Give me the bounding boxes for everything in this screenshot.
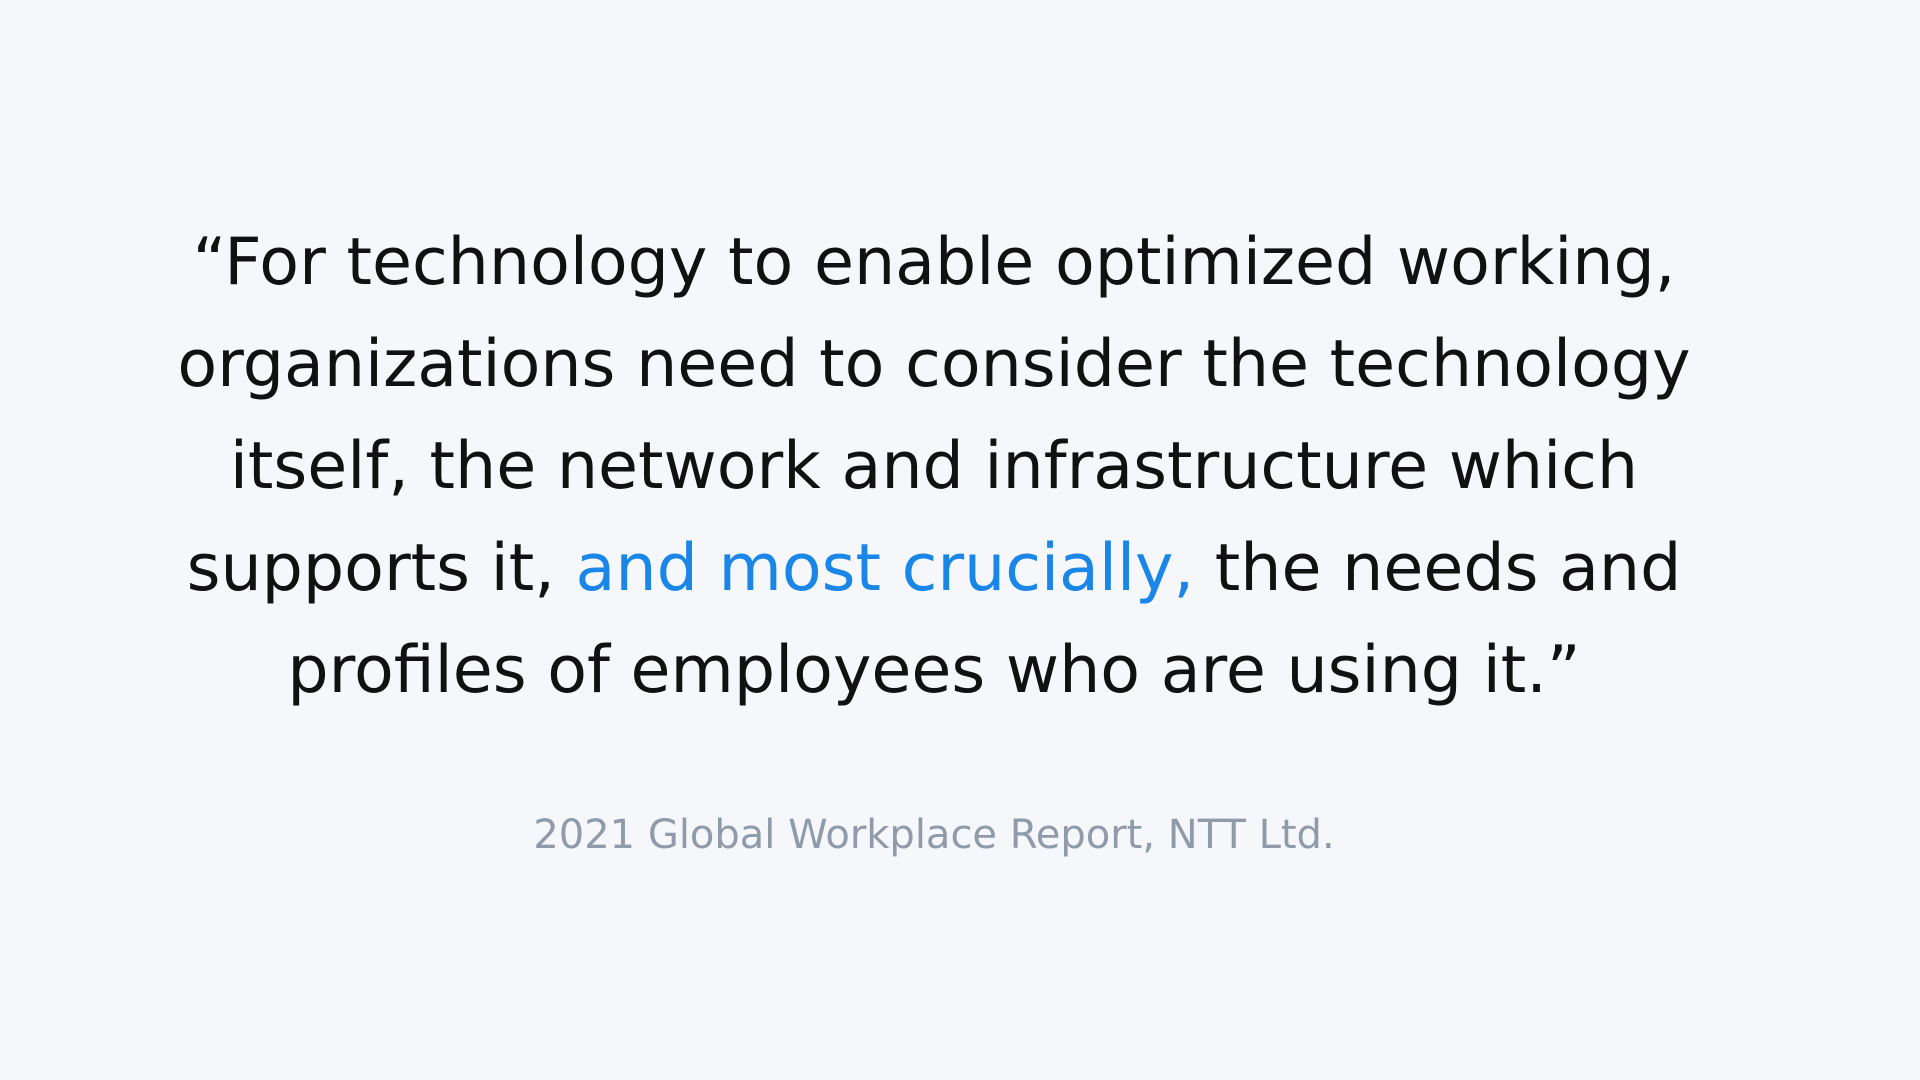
- quote-line-1: “For technology to enable optimized work…: [192, 225, 1676, 300]
- quote-line-4-start: supports it,: [186, 531, 576, 606]
- quote-line-2: organizations need to consider the techn…: [177, 327, 1691, 402]
- quote-line-4: supports it, and most crucially, the nee…: [80, 518, 1788, 620]
- quote-attribution: 2021 Global Workplace Report, NTT Ltd.: [533, 812, 1335, 858]
- quote-text: “For technology to enable optimized work…: [80, 212, 1788, 722]
- quote-line-3: itself, the network and infrastructure w…: [229, 429, 1639, 504]
- quote-line-5: profiles of employees who are using it.”: [287, 633, 1581, 708]
- quote-line-4-end: the needs and: [1194, 531, 1682, 606]
- quote-highlight: and most crucially,: [575, 531, 1195, 606]
